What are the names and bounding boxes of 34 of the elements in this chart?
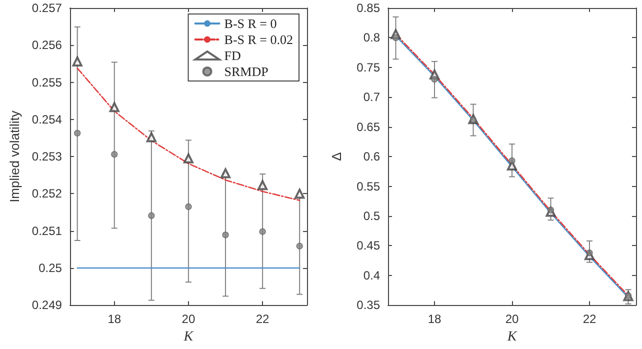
y-tick-label: 0.65 bbox=[356, 120, 380, 134]
y-tick-label: 0.5 bbox=[363, 208, 380, 223]
x-tick-label: 18 bbox=[428, 312, 442, 326]
x-tick-label: 18 bbox=[108, 312, 122, 326]
x-tick-label: 22 bbox=[256, 312, 270, 326]
y-tick-label: 0.256 bbox=[32, 38, 62, 52]
legend-label: B-S R = 0 bbox=[224, 16, 277, 31]
y-tick-label: 0.257 bbox=[32, 1, 62, 15]
y-tick-label: 0.4 bbox=[363, 268, 380, 282]
x-tick-label: 22 bbox=[582, 312, 596, 326]
y-tick-label: 0.8 bbox=[363, 30, 380, 45]
y-axis-title: Δ bbox=[329, 152, 344, 161]
legend-label: FD bbox=[224, 48, 241, 63]
x-tick-label: 20 bbox=[182, 312, 196, 326]
x-axis-title: K bbox=[506, 330, 518, 344]
y-tick-label: 0.253 bbox=[32, 150, 62, 164]
y-tick-label: 0.6 bbox=[363, 150, 380, 164]
y-tick-label: 0.45 bbox=[356, 238, 380, 253]
y-tick-label: 0.249 bbox=[32, 298, 62, 312]
y-tick-label: 0.254 bbox=[32, 112, 62, 126]
y-tick-label: 0.252 bbox=[32, 186, 62, 201]
legend-label: SRMDP bbox=[224, 64, 268, 79]
y-tick-label: 0.255 bbox=[32, 75, 62, 90]
y-tick-label: 0.35 bbox=[356, 298, 380, 312]
y-axis-title: Implied volatility bbox=[7, 110, 22, 202]
y-tick-label: 0.251 bbox=[32, 224, 62, 238]
y-tick-label: 0.75 bbox=[356, 60, 380, 74]
y-tick-label: 0.85 bbox=[356, 1, 380, 15]
y-tick-label: 0.7 bbox=[363, 90, 380, 104]
y-tick-label: 0.55 bbox=[356, 179, 380, 194]
legend-label: B-S R = 0.02 bbox=[224, 32, 293, 47]
x-tick-label: 20 bbox=[505, 312, 519, 326]
y-tick-label: 0.25 bbox=[38, 260, 62, 275]
x-axis-title: K bbox=[182, 330, 194, 344]
